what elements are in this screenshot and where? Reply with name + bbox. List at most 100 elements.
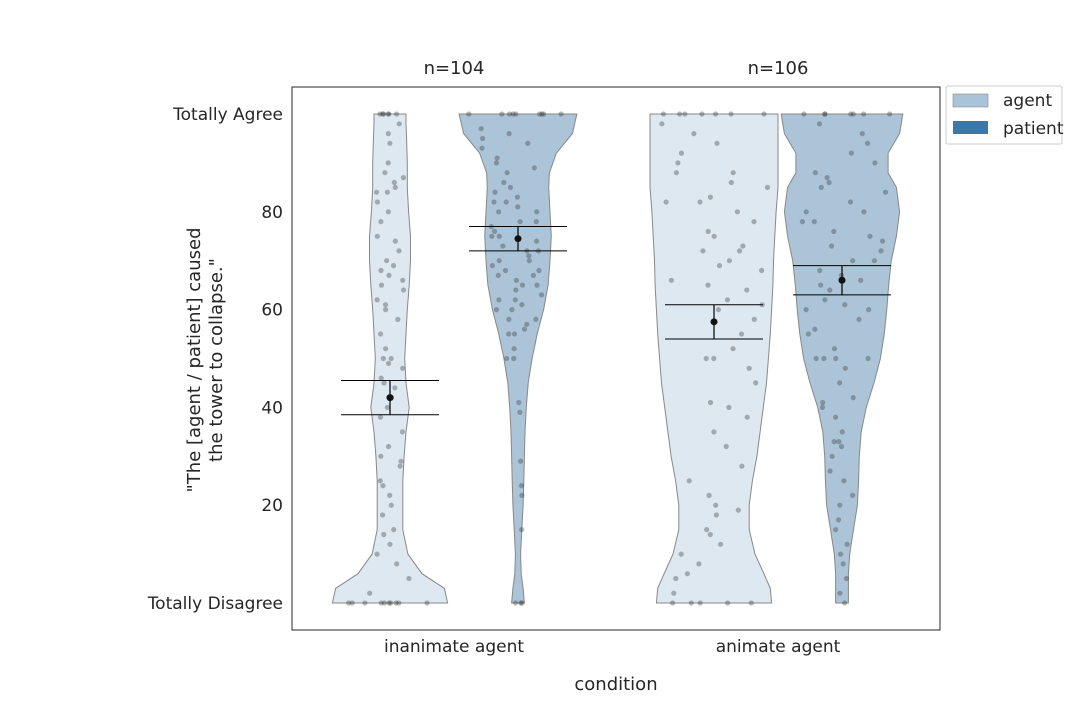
data-point <box>700 248 706 254</box>
data-point <box>822 297 828 303</box>
data-point <box>385 160 391 166</box>
data-point <box>813 355 819 362</box>
data-point <box>691 131 697 137</box>
data-point <box>512 600 519 606</box>
x-axis-label: condition <box>574 674 657 695</box>
data-point <box>524 321 530 327</box>
data-point <box>831 439 837 445</box>
data-point <box>513 277 520 283</box>
x-axis-ticks: inanimate agent animate agent <box>384 637 841 657</box>
data-point <box>519 492 525 498</box>
data-point <box>519 600 525 606</box>
data-point <box>820 399 826 406</box>
data-point <box>866 307 872 313</box>
data-point <box>751 219 757 225</box>
data-point <box>374 199 380 205</box>
legend-swatch-patient <box>953 121 988 134</box>
data-point <box>346 600 352 606</box>
data-point <box>833 355 839 362</box>
data-point <box>384 258 390 264</box>
data-point <box>378 331 384 337</box>
data-point <box>842 600 848 606</box>
data-point <box>496 233 502 239</box>
data-point <box>738 331 745 337</box>
data-point <box>703 355 709 362</box>
data-point <box>753 380 759 386</box>
data-point <box>837 590 843 596</box>
data-point <box>504 355 510 362</box>
data-point <box>705 228 711 234</box>
data-point <box>394 561 400 567</box>
data-point <box>818 184 824 190</box>
data-point <box>728 179 734 186</box>
data-point <box>388 355 394 362</box>
data-point <box>517 409 523 415</box>
data-point <box>511 346 517 352</box>
data-point <box>847 199 854 205</box>
data-point <box>663 199 669 205</box>
data-point <box>803 209 809 215</box>
data-point <box>503 199 509 205</box>
data-point <box>511 355 517 362</box>
data-point <box>380 355 386 362</box>
data-point <box>382 302 389 308</box>
data-point <box>515 204 521 210</box>
data-point <box>821 355 827 362</box>
data-point <box>836 439 842 445</box>
data-point <box>507 184 514 190</box>
data-point <box>713 502 719 508</box>
data-point <box>377 414 384 420</box>
y-axis-ticks: Totally Disagree 20 40 60 80 Totally Agree <box>147 105 283 614</box>
data-point <box>392 238 398 244</box>
data-point <box>725 600 731 606</box>
data-point <box>726 404 732 410</box>
data-point <box>495 272 501 278</box>
data-point <box>506 331 512 337</box>
data-point <box>829 453 835 459</box>
data-point <box>525 140 531 146</box>
data-point <box>696 561 702 567</box>
y-tick-label: Totally Agree <box>172 105 283 125</box>
data-point <box>511 331 518 337</box>
data-point <box>512 297 518 303</box>
data-point <box>805 331 812 337</box>
data-point <box>377 111 383 117</box>
data-point <box>764 184 771 190</box>
x-tick-label: inanimate agent <box>384 637 524 657</box>
data-point <box>362 600 368 606</box>
data-point <box>378 282 385 288</box>
y-axis-label-line-2: the tower to collapse." <box>206 258 227 462</box>
data-point <box>384 189 390 195</box>
data-point <box>707 531 713 538</box>
data-point <box>673 575 679 582</box>
data-point <box>686 478 692 484</box>
data-point <box>711 429 717 435</box>
data-point <box>491 199 497 205</box>
data-point <box>390 263 397 269</box>
data-point <box>861 111 867 117</box>
data-point <box>871 258 878 264</box>
group-count-label: n=106 <box>748 58 809 79</box>
data-point <box>677 111 683 117</box>
data-point <box>424 600 430 606</box>
data-point <box>707 194 714 200</box>
data-point <box>396 600 402 606</box>
data-point <box>518 600 524 606</box>
data-point <box>489 233 495 239</box>
data-point <box>737 248 743 254</box>
data-point <box>843 575 850 582</box>
data-point <box>723 443 729 450</box>
data-point <box>861 209 867 215</box>
data-point <box>494 155 500 161</box>
data-point <box>819 404 826 410</box>
data-point <box>377 478 383 484</box>
data-point <box>744 287 750 293</box>
data-point <box>716 263 723 269</box>
data-point <box>536 267 542 274</box>
data-point <box>838 551 844 557</box>
data-point <box>406 575 412 582</box>
data-point <box>850 258 856 264</box>
data-point <box>833 527 839 533</box>
y-tick-label: 60 <box>261 301 283 321</box>
